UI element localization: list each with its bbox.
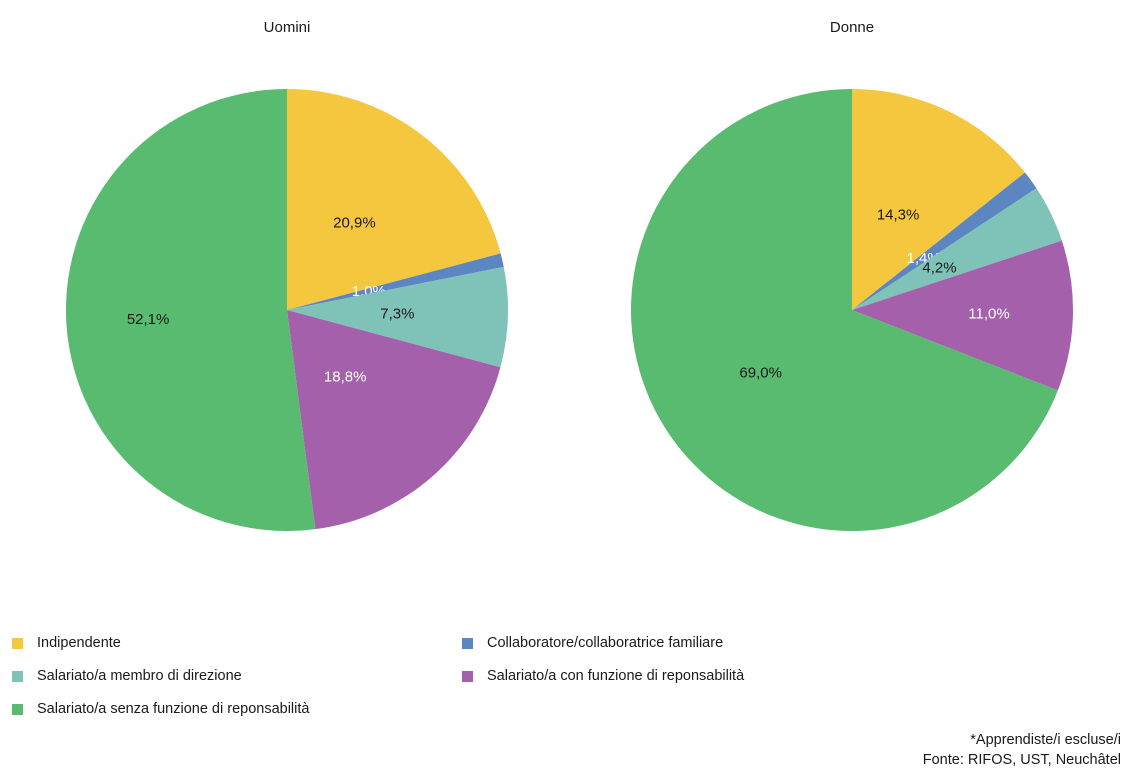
pie-1-slice-responsabilita [287, 310, 501, 530]
legend-label-membro: Salariato/a membro di direzione [37, 668, 242, 684]
pie-2-label-indipendente: 14,3% [877, 207, 920, 224]
legend-swatch-membro [12, 670, 23, 682]
pie-2-slice-responsabilita [852, 240, 1074, 391]
pie-1-slice-membro [287, 266, 508, 368]
legend-item-responsabilita: Salariato/a con funzione di reponsabilit… [462, 665, 744, 687]
pie-1-slice-senza [65, 89, 316, 531]
legend-swatch-responsabilita [462, 670, 473, 682]
legend-label-collaboratore: Collaboratore/collaboratrice familiare [487, 635, 724, 651]
pie-title-1: Uomini [264, 19, 311, 36]
legend-label-indipendente: Indipendente [37, 635, 121, 651]
pie-title-2: Donne [830, 19, 874, 36]
legend-swatch-indipendente [12, 637, 23, 649]
pie-1-label-senza: 52,1% [127, 311, 170, 328]
legend-swatch-senza [12, 703, 23, 715]
pie-2-slice-collaboratore [852, 172, 1037, 310]
pie-2-slice-indipendente [852, 89, 1026, 310]
footnote: *Apprendiste/i escluse/i Fonte: RIFOS, U… [923, 730, 1121, 770]
legend-label-senza: Salariato/a senza funzione di reponsabil… [37, 701, 310, 717]
pie-2-slice-membro [852, 188, 1062, 310]
pie-1-slice-indipendente [287, 89, 501, 310]
pie-1-label-indipendente: 20,9% [333, 214, 376, 231]
pie-2-label-responsabilita: 11,0% [968, 306, 1009, 323]
legend-item-membro: Salariato/a membro di direzione [12, 665, 242, 687]
legend-item-senza: Salariato/a senza funzione di reponsabil… [12, 698, 309, 720]
pie-2-label-membro: 4,2% [922, 260, 956, 277]
legend-item-indipendente: Indipendente [12, 632, 121, 654]
pie-2-slice-senza [630, 89, 1058, 531]
pie-1-label-responsabilita: 18,8% [324, 369, 367, 386]
pie-1-slice-collaboratore [287, 253, 504, 310]
legend: Indipendente Collaboratore/collaboratric… [12, 632, 912, 728]
legend-swatch-collaboratore [462, 637, 473, 649]
legend-label-responsabilita: Salariato/a con funzione di reponsabilit… [487, 668, 745, 684]
footnote-source: Fonte: RIFOS, UST, Neuchâtel [922, 752, 1121, 768]
pie-1-label-membro: 7,3% [380, 306, 414, 323]
legend-item-collaboratore: Collaboratore/collaboratrice familiare [462, 632, 723, 654]
footnote-apprendiste: *Apprendiste/i escluse/i [970, 732, 1121, 748]
pie-2-label-senza: 69,0% [739, 364, 782, 381]
